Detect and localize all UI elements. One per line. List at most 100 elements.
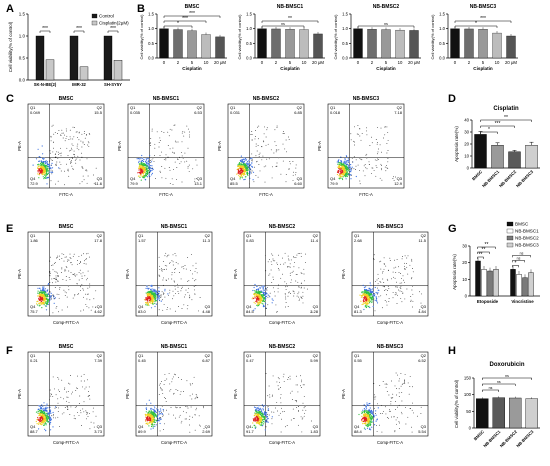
cell-dot (373, 383, 375, 385)
cell-dot (369, 292, 372, 294)
cell-dot (251, 131, 253, 132)
cell-dot (395, 401, 396, 403)
cell-dot (267, 406, 269, 408)
cell-dot (78, 272, 80, 274)
cell-dot (261, 404, 263, 406)
cell-dot (241, 159, 243, 161)
cell-dot (74, 273, 76, 275)
cell-dot (267, 294, 269, 296)
cell-dot (416, 415, 418, 417)
cell-dot (355, 175, 357, 178)
cell-dot (87, 270, 89, 272)
cell-dot (176, 178, 178, 180)
cell-dot (190, 406, 192, 408)
cell-dot (48, 301, 50, 304)
plot-title: NB-BMSC3 (353, 96, 380, 102)
cell-dot (147, 419, 149, 421)
cell-dot (67, 396, 69, 398)
cell-dot (398, 272, 400, 274)
cell-dot (42, 158, 44, 160)
cell-dot (380, 268, 382, 270)
cell-dot (258, 155, 260, 157)
cell-dot (337, 166, 339, 168)
legend-swatch (506, 242, 514, 248)
cell-dot (45, 409, 48, 412)
cell-dot (383, 263, 385, 265)
cell-dot (344, 159, 346, 161)
cell-dot (259, 293, 261, 295)
cell-dot (84, 275, 86, 277)
cell-dot (297, 281, 299, 283)
cell-dot (65, 270, 67, 272)
cell-dot (175, 255, 177, 257)
cell-dot (186, 380, 188, 382)
cell-dot (368, 421, 370, 423)
cell-dot (271, 166, 273, 168)
cell-dot (385, 413, 387, 415)
cell-dot (157, 292, 159, 293)
cell-dot (164, 288, 166, 290)
cell-dot (384, 406, 386, 408)
cell-dot (73, 274, 74, 276)
cell-dot (152, 167, 154, 169)
cell-dot (51, 162, 53, 164)
cell-dot (250, 158, 252, 160)
cell-dot (189, 431, 191, 433)
cell-dot (268, 158, 270, 160)
cell-dot (183, 304, 185, 306)
cell-dot (257, 126, 259, 128)
cell-dot (395, 372, 397, 374)
cell-dot (50, 256, 52, 258)
cell-dot (45, 173, 48, 175)
cell-dot (362, 423, 364, 425)
cell-dot (71, 158, 73, 159)
bar (257, 28, 267, 59)
x-axis-label: FITC-A (359, 192, 373, 197)
significance-bracket: * (454, 21, 498, 28)
cell-dot (154, 296, 156, 298)
cell-dot (151, 291, 153, 293)
cell-dot (259, 408, 261, 410)
cell-dot (259, 297, 262, 299)
cell-dot (145, 420, 147, 422)
x-tick-label: IMR-32 (72, 82, 86, 87)
cell-dot (76, 274, 78, 276)
cell-dot (152, 411, 154, 413)
cell-dot (296, 400, 298, 402)
cell-dot (264, 126, 266, 128)
cell-dot (178, 416, 180, 418)
cell-dot (367, 410, 369, 412)
cell-dot (284, 281, 286, 283)
cell-dot (412, 271, 414, 273)
cell-dot (288, 266, 290, 268)
cell-dot (369, 427, 371, 429)
cell-dot (50, 393, 52, 395)
x-axis-label: Comp-FITC-A (161, 320, 187, 325)
cell-dot (404, 379, 406, 381)
cell-dot (395, 292, 397, 293)
cell-dot (242, 173, 244, 175)
cell-dot (55, 164, 57, 166)
cell-dot (374, 159, 376, 161)
cell-dot (256, 285, 258, 288)
cell-dot (81, 284, 83, 286)
cell-dot (154, 147, 156, 149)
cell-dot (347, 166, 349, 168)
cell-dot (387, 150, 389, 151)
cell-dot (45, 309, 48, 311)
cell-dot (76, 387, 78, 389)
cell-dot (73, 417, 75, 419)
cell-dot (268, 414, 270, 416)
cell-dot (252, 422, 254, 424)
cell-dot (298, 286, 300, 288)
cell-dot (406, 257, 408, 259)
cell-dot (41, 300, 43, 303)
cell-dot (146, 293, 148, 295)
cell-dot (240, 175, 242, 177)
cell-dot (178, 292, 180, 294)
cell-dot (53, 294, 55, 296)
cell-dot (143, 299, 146, 301)
cell-dot (268, 409, 270, 411)
cell-dot (190, 253, 192, 255)
scatter-dots (143, 252, 201, 312)
